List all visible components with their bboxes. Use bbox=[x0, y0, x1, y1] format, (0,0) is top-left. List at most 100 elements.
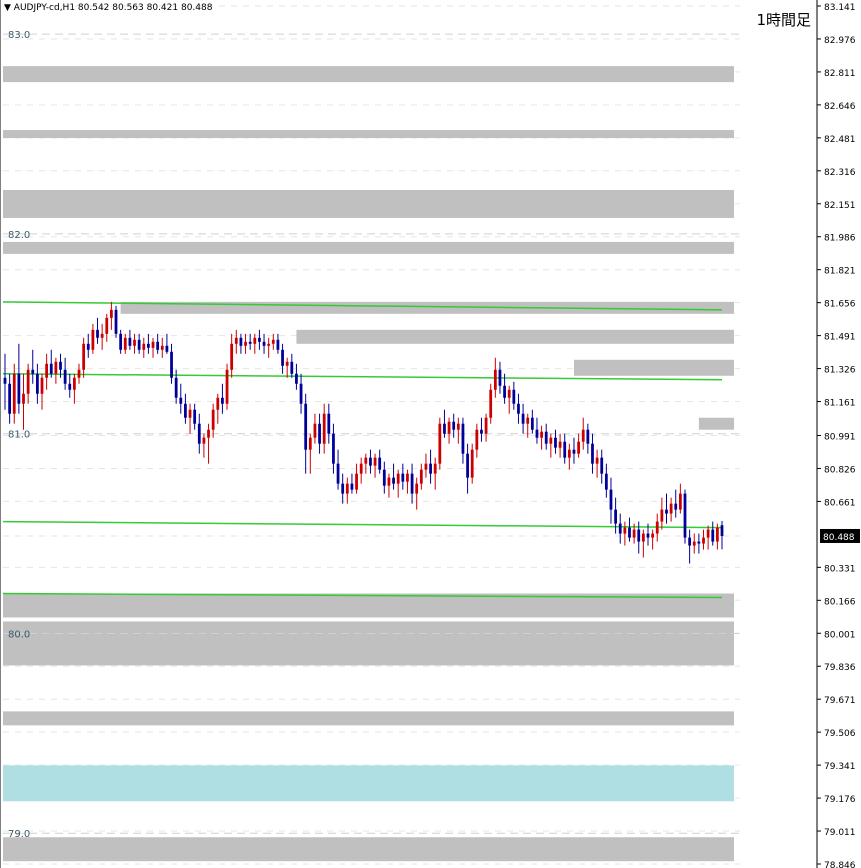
candle-body bbox=[216, 397, 220, 410]
candle-body bbox=[63, 369, 67, 384]
trend-line bbox=[2, 520, 723, 529]
candle-body bbox=[429, 463, 432, 474]
axis-tick-label: 82.976 bbox=[824, 36, 856, 46]
supply-zone bbox=[698, 417, 734, 430]
candle-body bbox=[493, 369, 497, 390]
candle-body bbox=[567, 449, 571, 458]
candle-body bbox=[248, 341, 252, 344]
axis-tick-label: 83.141 bbox=[824, 3, 856, 13]
candle-body bbox=[503, 385, 506, 398]
candle-body bbox=[521, 413, 525, 424]
candle-body bbox=[665, 509, 668, 514]
candle-body bbox=[336, 463, 340, 484]
axis-tick-label: 82.151 bbox=[824, 201, 856, 211]
candle-body bbox=[443, 423, 446, 434]
demand-zone bbox=[3, 765, 734, 802]
candle-body bbox=[410, 473, 414, 494]
candle-body bbox=[669, 503, 673, 514]
candle-body bbox=[489, 389, 493, 418]
candle-body bbox=[382, 469, 386, 486]
candle-body bbox=[276, 339, 280, 350]
candle-body bbox=[72, 377, 76, 390]
candle-body bbox=[179, 397, 183, 404]
candle-body bbox=[558, 441, 562, 448]
axis-tick-label: 82.811 bbox=[824, 69, 856, 79]
candle-body bbox=[660, 509, 664, 522]
candle-body bbox=[466, 453, 469, 478]
candle-body bbox=[600, 457, 604, 474]
axis-tick-label: 81.161 bbox=[824, 399, 856, 409]
candle-body bbox=[170, 351, 173, 378]
candle-body bbox=[572, 449, 576, 454]
candle-body bbox=[12, 373, 16, 414]
candle-body bbox=[68, 383, 72, 390]
candle-body bbox=[234, 337, 238, 344]
candle-body bbox=[114, 309, 118, 334]
candle-body bbox=[614, 509, 617, 524]
current-price-box bbox=[820, 528, 860, 543]
candle-body bbox=[628, 527, 631, 538]
candle-body bbox=[258, 337, 261, 342]
candle-body bbox=[387, 477, 391, 486]
candle-body bbox=[262, 341, 266, 346]
candle-body bbox=[419, 469, 423, 484]
candle-body bbox=[211, 409, 215, 430]
candle-body bbox=[26, 369, 30, 394]
candle-body bbox=[193, 409, 197, 424]
candle-body bbox=[165, 345, 169, 352]
trendlines bbox=[2, 301, 723, 599]
candle-body bbox=[438, 423, 442, 464]
candle-body bbox=[475, 429, 479, 450]
axis-tick-label: 79.506 bbox=[824, 729, 856, 739]
candle-body bbox=[595, 457, 599, 464]
candle-body bbox=[526, 417, 530, 424]
candle-body bbox=[313, 423, 317, 438]
axis-tick-label: 80.991 bbox=[824, 432, 856, 442]
candle-body bbox=[299, 383, 303, 404]
candle-body bbox=[318, 423, 321, 444]
candle-body bbox=[142, 343, 146, 350]
candle-body bbox=[702, 537, 705, 544]
supply-zone bbox=[3, 130, 734, 139]
trend-line bbox=[2, 301, 723, 311]
candle-body bbox=[295, 373, 298, 384]
candle-body bbox=[554, 437, 557, 448]
candle-body bbox=[447, 421, 451, 434]
candle-body bbox=[151, 341, 155, 348]
candle-body bbox=[49, 363, 53, 374]
candle-body bbox=[452, 421, 456, 430]
candle-body bbox=[609, 489, 613, 510]
candle-body bbox=[498, 369, 502, 386]
axis-tick-label: 80.001 bbox=[824, 630, 856, 640]
candle-body bbox=[678, 493, 682, 510]
candle-body bbox=[147, 343, 150, 348]
axis-tick-label: 81.986 bbox=[824, 234, 856, 244]
candle-body bbox=[133, 339, 136, 346]
candle-body bbox=[40, 377, 44, 394]
axis-tick-label: 79.341 bbox=[824, 762, 856, 772]
candle-body bbox=[544, 431, 548, 444]
dropdown-arrow-icon[interactable]: ▼ bbox=[4, 3, 11, 13]
axis-tick-label: 82.481 bbox=[824, 135, 856, 145]
symbol-ohlc-text: AUDJPY-cd,H1 80.542 80.563 80.421 80.488 bbox=[13, 3, 213, 13]
candle-body bbox=[470, 449, 474, 478]
supply-zone bbox=[120, 301, 735, 314]
candle-body bbox=[359, 463, 363, 474]
candle-body bbox=[221, 397, 224, 404]
supply-zone bbox=[573, 359, 734, 376]
candle-body bbox=[655, 521, 659, 534]
candle-body bbox=[674, 503, 678, 510]
candle-body bbox=[244, 341, 247, 346]
candle-body bbox=[341, 483, 345, 494]
supply-zone bbox=[3, 241, 734, 254]
candle-body bbox=[290, 361, 294, 374]
axis-tick-label: 80.166 bbox=[824, 597, 856, 607]
candle-body bbox=[31, 369, 35, 374]
candle-body bbox=[373, 457, 377, 466]
candle-body bbox=[308, 437, 312, 450]
candle-body bbox=[128, 337, 132, 346]
candle-body bbox=[119, 333, 123, 350]
candle-body bbox=[156, 341, 160, 350]
